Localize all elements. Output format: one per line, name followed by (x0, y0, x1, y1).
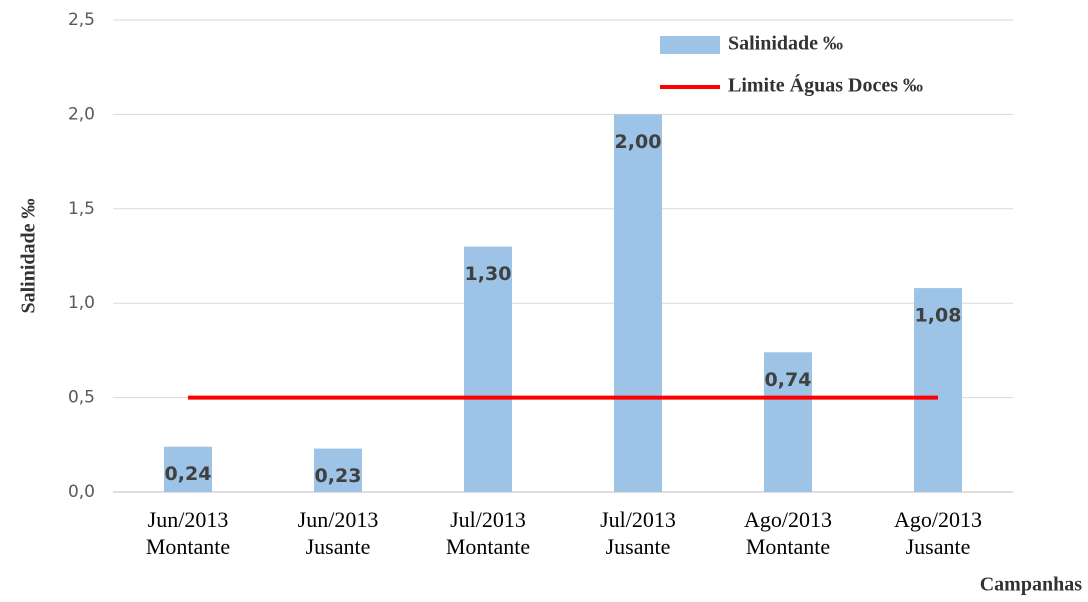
x-tick-line: Montante (146, 534, 230, 559)
data-label: 0,24 (165, 463, 212, 485)
x-tick-line: Ago/2013 (894, 507, 982, 532)
x-tick-line: Jusante (606, 534, 671, 559)
x-tick-line: Jul/2013 (450, 507, 526, 532)
bar (314, 448, 362, 492)
y-tick-label: 2,5 (68, 10, 95, 30)
x-tick-line: Jusante (906, 534, 971, 559)
y-axis-label: Salinidade ‰ (18, 198, 40, 313)
bar (614, 114, 662, 493)
x-tick-label: Jun/2013 Jusante (298, 507, 379, 559)
y-tick-label: 1,0 (68, 293, 95, 313)
bar (764, 352, 812, 492)
bar (164, 446, 212, 492)
bar (464, 246, 512, 492)
data-label: 0,74 (765, 369, 812, 391)
legend-label: Salinidade ‰ (728, 33, 843, 55)
bar (914, 288, 962, 492)
x-axis-label: Campanhas (980, 574, 1082, 596)
x-tick-line: Jun/2013 (148, 507, 229, 532)
legend-label: Limite Águas Doces ‰ (728, 74, 923, 97)
x-tick-line: Jul/2013 (600, 507, 676, 532)
data-label: 0,23 (315, 465, 362, 487)
x-tick-label: Ago/2013 Jusante (894, 507, 982, 559)
y-tick-label: 0,0 (68, 482, 95, 502)
legend-swatch (660, 36, 720, 54)
x-tick-line: Montante (746, 534, 830, 559)
x-tick-label: Jul/2013 Montante (446, 507, 530, 559)
y-tick-label: 2,0 (68, 104, 95, 124)
x-tick-label: Jul/2013 Jusante (600, 507, 676, 559)
y-tick-label: 0,5 (68, 388, 95, 408)
x-tick-label: Ago/2013 Montante (744, 507, 832, 559)
data-label: 1,08 (915, 305, 962, 327)
x-tick-line: Ago/2013 (744, 507, 832, 532)
x-tick-line: Montante (446, 534, 530, 559)
data-label: 1,30 (465, 263, 512, 285)
y-tick-label: 1,5 (68, 199, 95, 219)
x-tick-line: Jusante (306, 534, 371, 559)
data-label: 2,00 (615, 131, 662, 153)
x-tick-line: Jun/2013 (298, 507, 379, 532)
x-tick-label: Jun/2013 Montante (146, 507, 230, 559)
